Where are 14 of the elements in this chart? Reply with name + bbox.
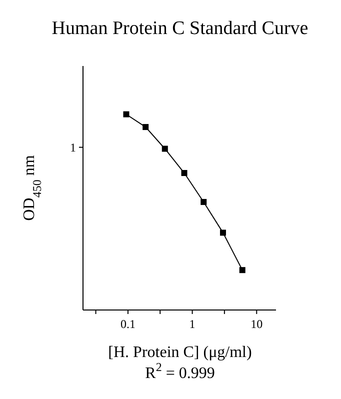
point — [181, 170, 188, 176]
point — [162, 146, 168, 152]
x-tick-label: 0.1 — [120, 317, 136, 331]
point — [123, 111, 130, 118]
point — [142, 124, 149, 130]
text: R$^{2}$ = 0.999 — [145, 360, 215, 382]
x-tick-label: 1 — [189, 317, 196, 331]
point — [239, 267, 246, 274]
point — [220, 230, 226, 236]
x-axis-title: [H. Protein C] (μg/ml) — [108, 344, 252, 361]
point — [200, 198, 207, 205]
chart-title: Human Protein C Standard Curve — [52, 18, 308, 39]
x-tick-label: 10 — [250, 317, 263, 331]
text: 1 — [70, 140, 76, 154]
